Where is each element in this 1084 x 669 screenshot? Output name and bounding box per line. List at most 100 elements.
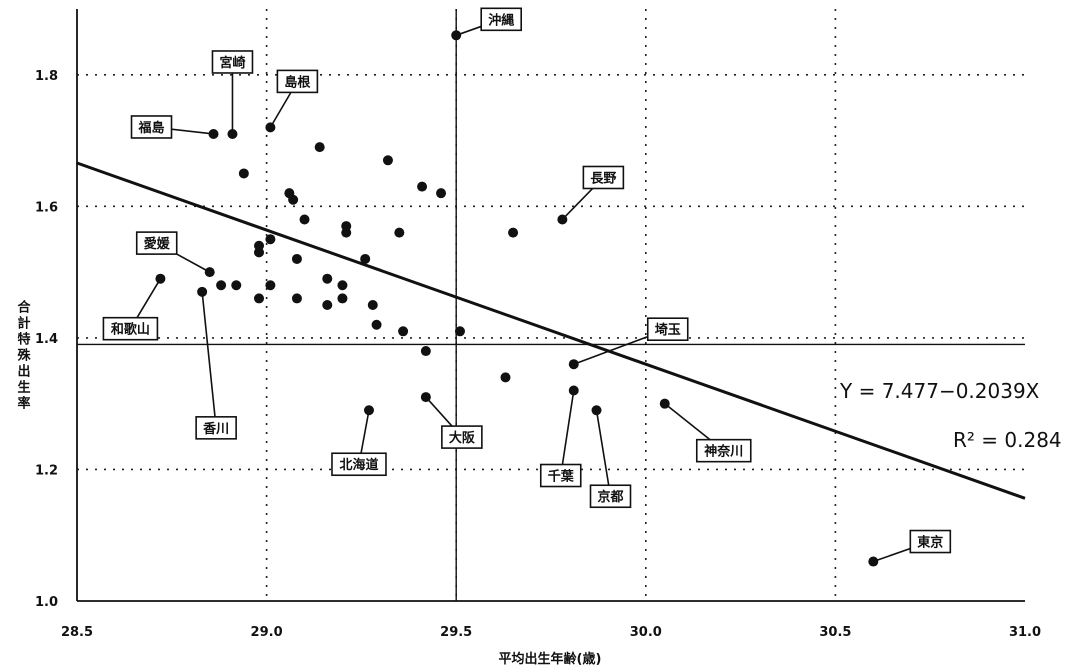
- data-point: [216, 280, 227, 291]
- callout-box: [331, 452, 387, 477]
- grid-lines: [77, 9, 1025, 601]
- callout-label: 福島: [138, 120, 165, 136]
- data-point: [508, 227, 519, 238]
- data-point: [265, 234, 276, 245]
- x-tick-label: 29.0: [251, 625, 283, 640]
- data-point: [371, 319, 382, 330]
- callout-box: [276, 69, 319, 94]
- labeled-point: [204, 267, 215, 278]
- data-point: [265, 280, 276, 291]
- y-tick-label: 1.0: [35, 595, 58, 610]
- callout-label: 埼玉: [655, 322, 681, 338]
- callout-box: [441, 425, 483, 449]
- data-point: [291, 293, 302, 304]
- callout-leader: [559, 390, 575, 476]
- callout-box: [646, 317, 689, 342]
- data-point: [420, 346, 431, 357]
- data-point: [382, 155, 393, 166]
- r-squared: R² = 0.284: [953, 428, 1062, 452]
- callout-label: 大阪: [449, 430, 476, 446]
- labeled-point: [591, 405, 602, 416]
- y-tick-label: 1.2: [35, 463, 58, 478]
- data-point: [299, 214, 310, 225]
- data-point: [314, 142, 325, 153]
- callout-label: 東京: [917, 535, 943, 551]
- callout-label: 京都: [597, 489, 623, 505]
- callout-label: 島根: [284, 74, 311, 90]
- callout-box: [102, 316, 159, 341]
- regression-line: [76, 161, 1026, 500]
- x-tick-label: 31.0: [1009, 625, 1041, 640]
- labeled-point: [451, 30, 462, 41]
- data-point: [254, 293, 265, 304]
- labeled-point: [568, 359, 579, 370]
- callout-label: 宮崎: [219, 55, 245, 71]
- data-point: [341, 227, 352, 238]
- x-tick-label: 28.5: [61, 625, 93, 640]
- x-tick-label: 30.5: [819, 625, 851, 640]
- x-tick-labels: 28.5 29.0 29.5 30.0 30.5 31.0: [61, 625, 1041, 640]
- callout-box: [480, 7, 523, 32]
- callout-box: [589, 484, 632, 509]
- callout-box: [695, 438, 752, 463]
- callout-label: 北海道: [339, 457, 378, 473]
- labeled-point: [265, 122, 276, 133]
- data-point: [337, 293, 348, 304]
- plot-frame: [76, 9, 1025, 602]
- data-point: [291, 253, 302, 264]
- callout-box: [130, 115, 173, 139]
- y-tick-label: 1.4: [35, 332, 58, 347]
- y-tick-label: 1.8: [35, 69, 58, 84]
- data-point: [454, 326, 465, 337]
- data-point: [337, 280, 348, 291]
- y-axis-title: 合計特殊出生率: [15, 299, 31, 412]
- callout-box: [582, 165, 625, 190]
- callout-box: [211, 50, 254, 74]
- x-axis-title: 平均出生年齢(歳): [499, 651, 602, 667]
- callout-box: [539, 463, 582, 488]
- labeled-point: [208, 128, 219, 139]
- data-point: [436, 188, 447, 199]
- callout-box: [909, 529, 952, 554]
- data-point: [322, 300, 333, 310]
- data-point: [238, 168, 249, 179]
- callout-leader: [595, 410, 612, 497]
- x-tick-label: 30.0: [630, 625, 662, 640]
- data-point: [367, 300, 378, 310]
- callout-label: 千葉: [548, 469, 575, 485]
- data-point: [398, 326, 409, 337]
- labeled-point: [155, 273, 166, 284]
- callout-label: 長野: [590, 171, 616, 186]
- data-point: [360, 253, 371, 264]
- callout-label: 和歌山: [111, 322, 150, 338]
- y-tick-labels: 1.0 1.2 1.4 1.6 1.8: [35, 69, 58, 610]
- callout-label: 香川: [202, 421, 229, 437]
- data-points: [155, 30, 879, 567]
- data-point: [322, 273, 333, 284]
- labeled-point: [227, 128, 238, 139]
- callout-label: 沖縄: [488, 12, 514, 28]
- labeled-point: [659, 398, 670, 409]
- data-point: [288, 194, 299, 205]
- callout-label: 愛媛: [144, 236, 171, 252]
- reference-lines: [77, 9, 1025, 601]
- callout-label: 神奈川: [704, 444, 743, 460]
- labeled-point: [197, 286, 208, 297]
- data-point: [231, 280, 242, 291]
- regression-equation: Y = 7.477−0.2039X: [839, 379, 1040, 403]
- trendline: [76, 161, 1026, 500]
- labeled-point: [568, 385, 579, 396]
- data-point: [417, 181, 428, 192]
- callout-leaders: [129, 18, 931, 563]
- labeled-point: [363, 405, 374, 416]
- y-tick-label: 1.6: [35, 200, 58, 215]
- x-tick-label: 29.5: [440, 625, 472, 640]
- callout-leader: [201, 291, 217, 428]
- data-point: [394, 227, 405, 238]
- data-point: [500, 372, 511, 383]
- labeled-point: [868, 556, 879, 567]
- labeled-point: [420, 392, 431, 403]
- callout-box: [195, 416, 237, 440]
